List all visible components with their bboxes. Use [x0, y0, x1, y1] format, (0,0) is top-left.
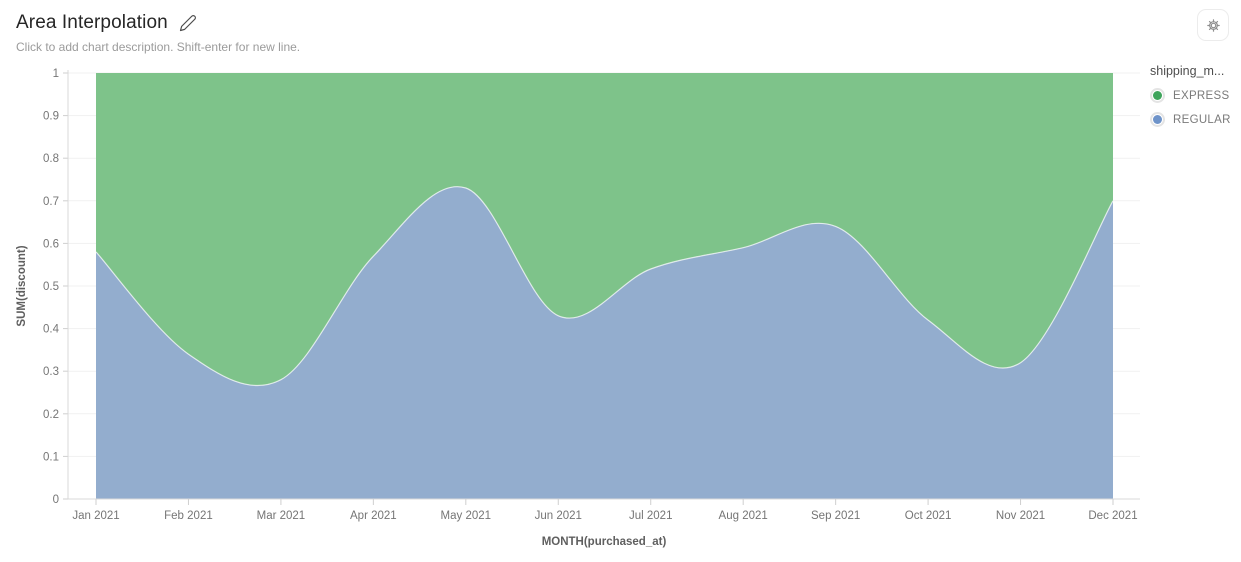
y-tick-label: 0.8	[43, 153, 59, 165]
legend: shipping_m... EXPRESS REGULAR	[1150, 64, 1231, 136]
x-tick-label: Jan 2021	[72, 510, 119, 522]
chart-description-placeholder[interactable]: Click to add chart description. Shift-en…	[16, 40, 301, 54]
legend-label-express: EXPRESS	[1173, 89, 1230, 102]
x-tick-label: Jun 2021	[535, 510, 582, 522]
legend-item-express[interactable]: EXPRESS	[1150, 88, 1231, 103]
x-tick-label: May 2021	[441, 510, 492, 522]
x-tick-label: Apr 2021	[350, 510, 397, 522]
page-title: Area Interpolation	[16, 12, 168, 33]
x-tick-label: Dec 2021	[1088, 510, 1137, 522]
x-tick-label: Feb 2021	[164, 510, 213, 522]
gear-icon	[1205, 17, 1222, 34]
y-tick-label: 0.1	[43, 451, 59, 463]
y-tick-label: 0.7	[43, 196, 59, 208]
x-tick-label: Nov 2021	[996, 510, 1045, 522]
x-tick-label: Aug 2021	[719, 510, 768, 522]
chart-header: Area Interpolation Click to add chart de…	[16, 12, 300, 54]
settings-button[interactable]	[1197, 9, 1229, 41]
series-area-express[interactable]	[96, 73, 1113, 386]
x-tick-label: Jul 2021	[629, 510, 672, 522]
x-axis-labels: Jan 2021 Feb 2021 Mar 2021 Apr 2021 May 2021…	[72, 499, 1138, 522]
y-tick-label: 0.3	[43, 366, 59, 378]
y-tick-label: 0	[53, 494, 59, 506]
y-tick-label: 0.6	[43, 238, 59, 250]
y-tick-label: 1	[53, 68, 59, 80]
y-tick-label: 0.4	[43, 324, 60, 336]
y-tick-label: 0.5	[43, 281, 59, 293]
x-axis-title: MONTH(purchased_at)	[542, 536, 667, 548]
series-boundary-line	[95, 186, 1114, 387]
regular-swatch	[1150, 112, 1165, 127]
express-swatch	[1150, 88, 1165, 103]
y-tick-label: 0.9	[43, 111, 59, 123]
axes	[67, 70, 1140, 500]
legend-title: shipping_m...	[1150, 64, 1225, 78]
x-tick-label: Mar 2021	[257, 510, 306, 522]
legend-item-regular[interactable]: REGULAR	[1150, 112, 1231, 127]
legend-label-regular: REGULAR	[1173, 113, 1231, 126]
y-axis-labels: 0 0.1 0.2 0.3 0.4 0.5 0.6 0.7 0.8 0.9 1	[43, 68, 68, 506]
y-tick-label: 0.2	[43, 409, 59, 421]
y-axis-title: SUM(discount)	[16, 245, 28, 326]
x-tick-label: Oct 2021	[905, 510, 952, 522]
pencil-icon[interactable]	[179, 14, 197, 32]
series-area-regular[interactable]	[96, 186, 1113, 499]
x-tick-label: Sep 2021	[811, 510, 860, 522]
